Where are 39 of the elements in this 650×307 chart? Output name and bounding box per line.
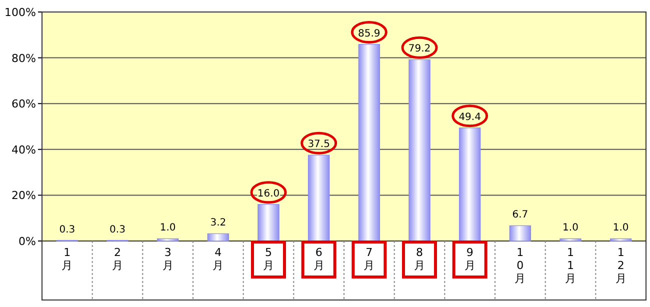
- data-label: 0.3: [110, 224, 126, 236]
- y-tick-label: 0%: [18, 235, 36, 248]
- data-label: 85.9: [358, 28, 380, 40]
- x-tick-label: 12月: [615, 246, 626, 285]
- x-tick-label: 9月: [464, 246, 476, 272]
- y-tick-label: 80%: [12, 52, 36, 65]
- y-tick-label: 40%: [12, 143, 36, 156]
- bar: [207, 233, 230, 242]
- bar: [308, 154, 330, 242]
- x-tick-label: 10月: [514, 246, 526, 285]
- bar: [358, 44, 380, 242]
- data-label: 3.2: [210, 218, 226, 229]
- x-tick-label: 4月: [212, 246, 224, 272]
- x-tick-label: 8月: [414, 246, 425, 272]
- data-label: 37.5: [308, 139, 330, 150]
- bar: [509, 225, 532, 242]
- bar: [258, 204, 280, 242]
- bar: [458, 128, 481, 242]
- y-tick-label: 20%: [12, 189, 36, 202]
- data-label: 0.3: [59, 224, 76, 236]
- bar: [408, 59, 430, 242]
- data-label: 6.7: [512, 210, 528, 221]
- data-label: 1.0: [612, 222, 629, 234]
- y-tick-label: 100%: [4, 6, 36, 19]
- x-tick-label: 1月: [62, 246, 73, 272]
- data-label: 79.2: [408, 44, 431, 55]
- bar: [156, 238, 179, 242]
- data-label: 49.4: [458, 112, 481, 123]
- x-tick-label: 11月: [565, 246, 576, 285]
- x-tick-label: 3月: [162, 246, 174, 272]
- data-label: 1.0: [562, 222, 578, 234]
- x-tick-label: 7月: [364, 246, 375, 272]
- x-tick-label: 5月: [263, 246, 274, 272]
- x-tick-label: 6月: [313, 246, 324, 272]
- bar: [610, 238, 632, 242]
- x-tick-label: 2月: [112, 246, 123, 272]
- bar: [560, 238, 582, 242]
- data-label: 1.0: [160, 222, 176, 234]
- y-tick-label: 60%: [12, 98, 36, 111]
